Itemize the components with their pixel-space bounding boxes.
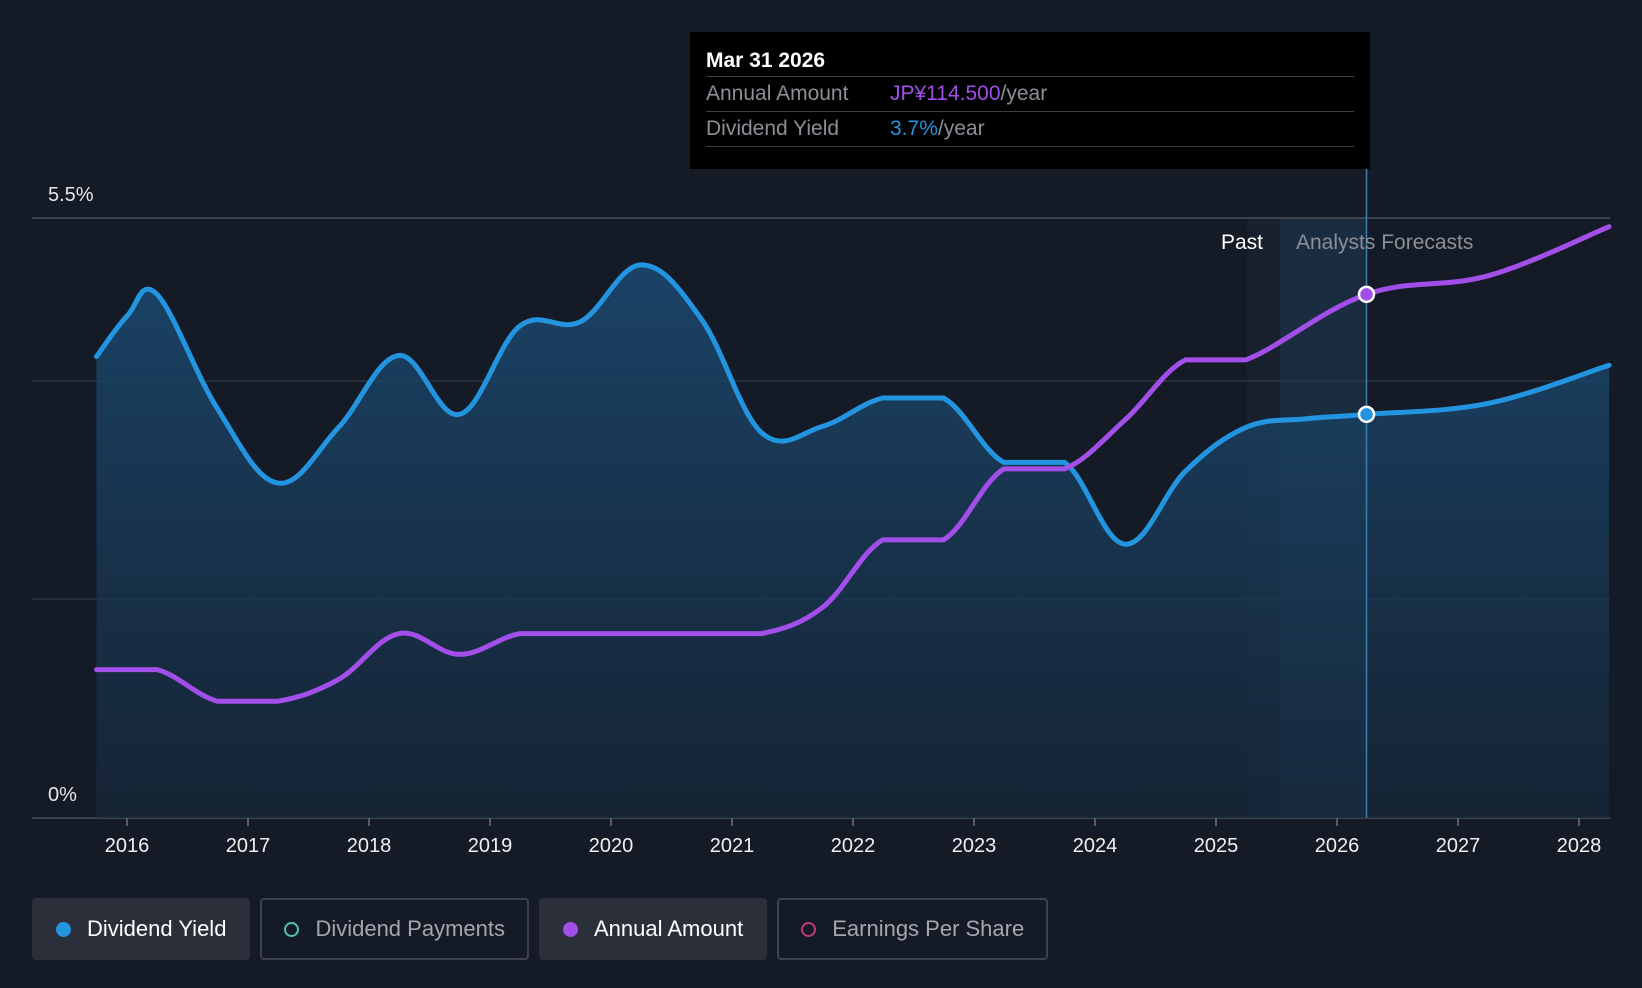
legend: Dividend Yield Dividend Payments Annual … — [32, 898, 1049, 960]
x-tick-label: 2018 — [347, 835, 392, 857]
dividend-payments-ring-icon — [284, 921, 300, 937]
x-axis: 2016 2017 2018 2019 2020 2021 2022 2023 2024 2025… — [105, 818, 1602, 857]
earnings-per-share-ring-icon — [801, 921, 817, 937]
y-axis-top-label: 5.5% — [48, 184, 94, 206]
series-layer — [94, 224, 1612, 818]
markers — [1357, 285, 1376, 424]
highlight-point-annual-amount[interactable] — [1357, 285, 1376, 304]
x-tick-label: 2022 — [831, 835, 876, 857]
forecast-label: Analysts Forecasts — [1296, 231, 1473, 254]
series-line-dividend-yield — [94, 262, 1612, 547]
legend-label: Dividend Payments — [315, 916, 505, 941]
x-tick-label: 2017 — [226, 835, 271, 857]
legend-annual-amount-button[interactable]: Annual Amount — [538, 898, 768, 960]
x-tick-label: 2019 — [468, 835, 513, 857]
tooltip-label: Dividend Yield — [706, 117, 840, 140]
x-tick-label: 2026 — [1315, 835, 1360, 857]
tooltip-unit: /year — [937, 117, 985, 140]
legend-label: Dividend Yield — [87, 916, 227, 941]
tooltip-unit: /year — [1000, 82, 1048, 105]
tooltip-date: Mar 31 2026 — [706, 49, 826, 72]
legend-label: Earnings Per Share — [832, 916, 1025, 941]
x-tick-label: 2025 — [1194, 835, 1239, 857]
tooltip-label: Annual Amount — [706, 82, 849, 105]
tooltip-value: 3.7% — [890, 117, 938, 140]
legend-dividend-payments-button[interactable]: Dividend Payments — [260, 898, 529, 960]
tooltip-row-annual-amount: Annual Amount JP¥114.500 /year — [706, 76, 1354, 111]
legend-earnings-per-share-button[interactable]: Earnings Per Share — [777, 898, 1049, 960]
x-tick-label: 2023 — [952, 835, 997, 857]
legend-label: Annual Amount — [593, 916, 744, 941]
legend-dividend-yield-button[interactable]: Dividend Yield — [32, 898, 251, 960]
tooltip-row-dividend-yield: Dividend Yield 3.7% /year — [706, 111, 1354, 147]
x-tick-label: 2021 — [710, 835, 755, 857]
highlight-point-dividend-yield[interactable] — [1357, 405, 1376, 424]
dividend-yield-dot-icon — [56, 921, 71, 937]
y-axis-bottom-label: 0% — [48, 784, 77, 806]
series-line-annual-amount — [94, 224, 1612, 704]
tooltip: Mar 31 2026 Annual Amount JP¥114.500 /ye… — [690, 32, 1370, 169]
tooltip-value: JP¥114.500 — [890, 82, 1001, 105]
x-tick-label: 2024 — [1073, 835, 1118, 857]
annual-amount-dot-icon — [562, 921, 578, 937]
series-area-dividend-yield — [96, 264, 1610, 818]
x-tick-label: 2028 — [1557, 835, 1602, 857]
x-tick-label: 2020 — [589, 835, 634, 857]
x-tick-label: 2027 — [1436, 835, 1481, 857]
x-tick-label: 2016 — [105, 835, 150, 857]
past-label: Past — [1221, 231, 1263, 254]
